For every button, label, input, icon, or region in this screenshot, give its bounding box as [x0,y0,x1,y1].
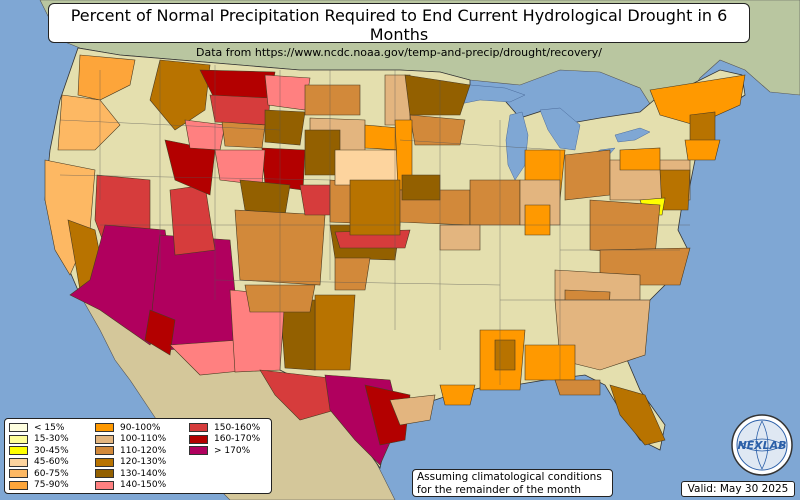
legend-swatch [95,423,114,433]
legend-item: 100-110% [95,434,189,446]
legend-item: 140-150% [95,480,189,492]
map-subtitle: Data from https://www.ncdc.noaa.gov/temp… [196,46,602,59]
legend-swatch [95,469,114,479]
drought-region [349,179,401,236]
drought-region [57,94,121,151]
legend-label: 45-60% [34,457,69,468]
lake-huron [539,107,581,151]
drought-region [649,74,746,126]
drought-region [554,379,601,396]
drought-region [469,179,521,226]
note-line-2: for the remainder of the month [417,483,582,496]
legend-swatch [189,446,208,456]
drought-region [299,184,331,216]
legend-swatch [9,480,28,490]
drought-region [524,204,551,236]
state-borders [59,60,690,385]
legend-item: 120-130% [95,457,189,469]
legend: < 15% 15-30% 30-45% 45-60% 60-75% 75-90% 90-10… [4,418,272,494]
legend-swatch [9,469,28,479]
legend-label: 140-150% [120,480,167,491]
drought-region [221,121,266,149]
drought-region [389,394,436,426]
note-line-1: Assuming climatological conditions [417,471,602,483]
drought-region [619,147,661,171]
logo-text: NEXLAB [737,439,786,452]
legend-item: 15-30% [9,434,95,446]
drought-region [259,369,336,421]
legend-swatch [9,457,28,467]
legend-label: 130-140% [120,468,167,479]
legend-item: 75-90% [9,480,95,492]
drought-region [304,84,361,116]
legend-swatch [95,457,114,467]
drought-region [264,74,311,111]
note-box: Assuming climatological conditions for t… [412,469,613,497]
legend-label: < 15% [34,422,65,433]
drought-region [149,59,211,131]
legend-swatch [189,423,208,433]
legend-label: 15-30% [34,434,69,445]
legend-label: 150-160% [214,422,261,433]
drought-region [77,54,136,101]
drought-region [409,114,466,146]
legend-label: 110-120% [120,445,167,456]
legend-swatch [9,434,28,444]
valid-date: Valid: May 30 2025 [681,481,795,497]
lake-ontario [614,127,651,143]
legend-label: 90-100% [120,422,161,433]
legend-item: 30-45% [9,445,95,457]
drought-region [144,309,176,356]
legend-label: 100-110% [120,434,167,445]
legend-item: 90-100% [95,422,189,434]
title-box: Percent of Normal Precipitation Required… [48,3,750,59]
drought-region [659,169,691,211]
legend-item: < 15% [9,422,95,434]
legend-item: 130-140% [95,468,189,480]
drought-region [184,119,226,151]
drought-region [209,94,271,126]
legend-swatch [189,434,208,444]
legend-label: > 170% [214,445,251,456]
drought-region [684,139,721,161]
drought-region [239,179,291,216]
legend-label: 160-170% [214,434,261,445]
drought-region [439,384,476,406]
drought-region [439,224,481,251]
legend-item: 160-170% [189,434,273,446]
legend-swatch [95,434,114,444]
drought-region [589,199,661,256]
drought-region [334,257,371,291]
drought-region [314,294,356,371]
legend-grid: < 15% 15-30% 30-45% 45-60% 60-75% 75-90% 90-10… [9,422,267,491]
legend-item: 60-75% [9,468,95,480]
legend-swatch [95,480,114,490]
nexlab-logo: NEXLAB [731,414,793,476]
legend-label: 75-90% [34,480,69,491]
legend-swatch [9,446,28,456]
lake-michigan [505,111,529,181]
drought-region [609,384,666,446]
legend-label: 60-75% [34,468,69,479]
drought-region [564,149,611,201]
legend-item: > 170% [189,445,273,457]
legend-item: 150-160% [189,422,273,434]
legend-item: 45-60% [9,457,95,469]
drought-region [264,109,306,146]
drought-regions [44,54,746,466]
legend-label: 120-130% [120,457,167,468]
map-title: Percent of Normal Precipitation Required… [70,6,728,44]
legend-item: 110-120% [95,445,189,457]
legend-label: 30-45% [34,445,69,456]
legend-swatch [95,446,114,456]
drought-region [494,339,516,371]
legend-swatch [9,423,28,433]
drought-region [404,74,471,116]
drought-region [401,174,441,201]
drought-region [524,344,576,381]
